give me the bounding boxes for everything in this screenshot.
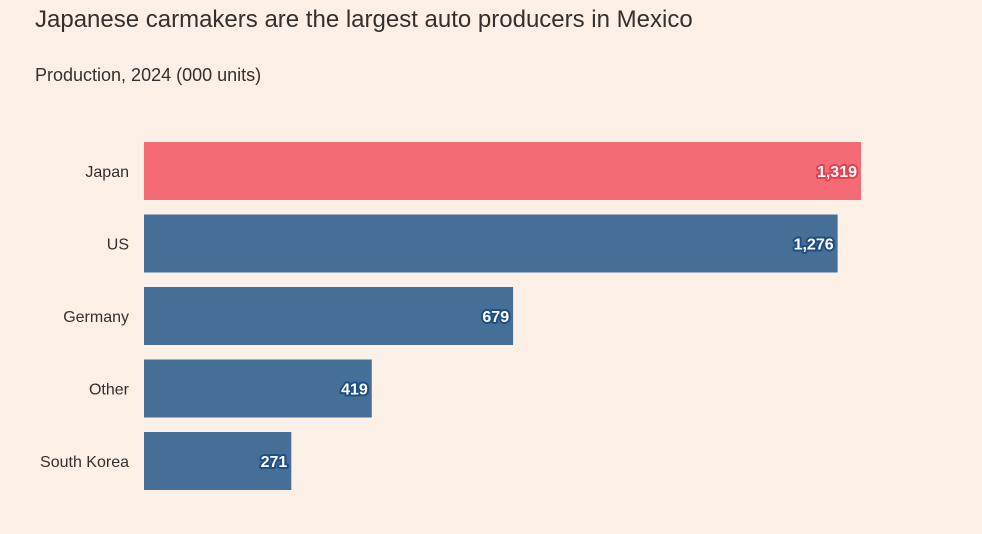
chart-title: Japanese carmakers are the largest auto … [35, 6, 693, 33]
value-label-us: 1,276 [794, 237, 834, 254]
category-label-other: Other [89, 382, 130, 399]
category-label-us: US [107, 237, 129, 254]
value-label-japan: 1,319 [817, 164, 857, 181]
category-label-japan: Japan [85, 164, 129, 181]
bar-other [144, 359, 372, 418]
value-label-other: 419 [341, 382, 368, 399]
bar-us [144, 214, 838, 273]
chart-subtitle: Production, 2024 (000 units) [35, 65, 262, 85]
category-label-south-korea: South Korea [40, 454, 129, 471]
bar-germany [144, 287, 514, 345]
category-label-germany: Germany [63, 309, 129, 326]
value-label-south-korea: 271 [261, 454, 288, 471]
value-label-germany: 679 [482, 309, 509, 326]
bar-japan [144, 142, 861, 200]
bar-south-korea [144, 432, 292, 490]
bars-layer: Japan 1,319 US 1,276 Germany 679 Other 419 South… [40, 142, 861, 490]
